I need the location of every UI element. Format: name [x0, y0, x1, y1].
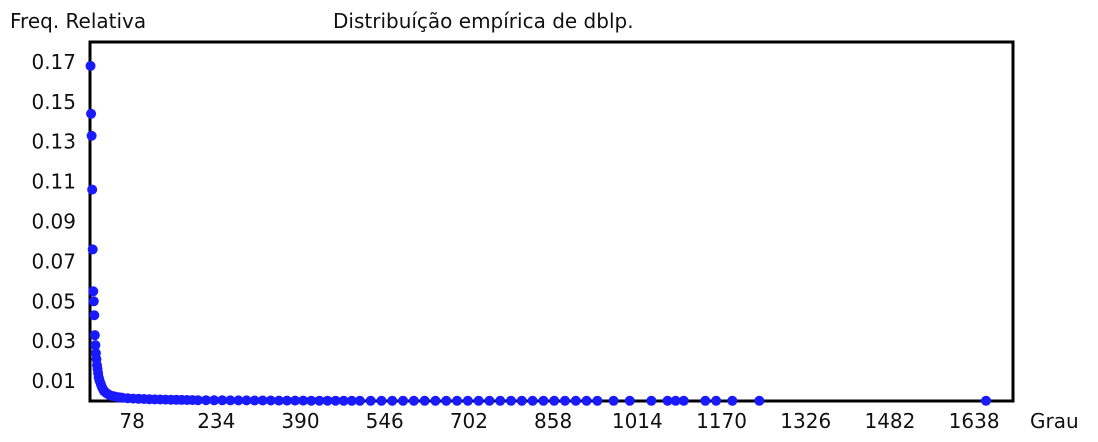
data-point	[233, 395, 244, 406]
data-point	[727, 395, 738, 406]
data-point	[265, 395, 276, 406]
x-axis-ticks: 78 234 390 546 702 858 1014 1170 1326 1482 1638	[119, 409, 999, 433]
data-point	[86, 108, 97, 119]
y-tick-label: 0.05	[31, 289, 76, 313]
chart-title: Distribuíção empírica de dblp.	[333, 9, 634, 33]
data-point	[398, 395, 409, 406]
data-point	[298, 395, 309, 406]
plot-frame	[88, 40, 1015, 403]
data-point	[484, 395, 495, 406]
x-axis-label: Grau	[1030, 409, 1079, 433]
y-tick-label: 0.13	[31, 130, 76, 154]
data-point	[570, 395, 581, 406]
data-point	[290, 395, 301, 406]
data-point	[592, 395, 603, 406]
data-point	[506, 395, 517, 406]
y-axis-ticks: 0.01 0.03 0.05 0.07 0.09 0.11 0.13 0.15 0.17	[31, 50, 76, 393]
data-point	[209, 395, 220, 406]
data-point	[87, 184, 98, 195]
data-point	[387, 395, 398, 406]
data-point	[430, 395, 441, 406]
x-tick-label: 702	[450, 409, 488, 433]
data-point	[662, 395, 673, 406]
data-point	[192, 395, 203, 406]
data-point	[89, 310, 100, 321]
data-point	[608, 395, 619, 406]
data-point	[678, 395, 689, 406]
data-point	[419, 395, 430, 406]
data-point	[241, 395, 252, 406]
y-tick-label: 0.01	[31, 369, 76, 393]
x-tick-label: 1638	[949, 409, 1000, 433]
data-point	[217, 395, 228, 406]
x-tick-label: 1326	[780, 409, 831, 433]
x-tick-label: 858	[534, 409, 572, 433]
data-point	[711, 395, 722, 406]
data-point	[473, 395, 484, 406]
data-point	[273, 395, 284, 406]
data-point	[441, 395, 452, 406]
data-point	[88, 296, 99, 307]
data-point	[549, 395, 560, 406]
data-point	[581, 395, 592, 406]
y-tick-label: 0.03	[31, 329, 76, 353]
data-point	[314, 395, 325, 406]
data-point	[282, 395, 293, 406]
data-point	[516, 395, 527, 406]
data-point	[527, 395, 538, 406]
data-point	[700, 395, 711, 406]
data-point	[89, 330, 100, 341]
x-tick-label: 1482	[864, 409, 915, 433]
x-tick-label: 1170	[696, 409, 747, 433]
data-point	[201, 395, 212, 406]
data-point	[559, 395, 570, 406]
data-points	[85, 60, 992, 406]
y-axis-label: Freq. Relativa	[10, 9, 146, 33]
data-point	[408, 395, 419, 406]
data-point	[495, 395, 506, 406]
data-point	[452, 395, 463, 406]
data-point	[85, 60, 96, 71]
data-point	[90, 340, 101, 351]
data-point	[670, 395, 681, 406]
y-tick-label: 0.09	[31, 210, 76, 234]
x-tick-label: 1014	[612, 409, 663, 433]
data-point	[88, 286, 99, 297]
y-tick-label: 0.17	[31, 50, 76, 74]
data-point	[462, 395, 473, 406]
x-tick-label: 546	[366, 409, 404, 433]
x-tick-label: 234	[197, 409, 235, 433]
y-tick-label: 0.11	[31, 170, 76, 194]
data-point	[646, 395, 657, 406]
data-point	[249, 395, 260, 406]
data-point	[330, 395, 341, 406]
data-point	[538, 395, 549, 406]
y-tick-label: 0.15	[31, 90, 76, 114]
data-point	[87, 244, 98, 255]
data-point	[376, 395, 387, 406]
data-point	[86, 130, 97, 141]
x-tick-label: 78	[119, 409, 144, 433]
data-point	[754, 395, 765, 406]
data-point	[981, 395, 992, 406]
data-point	[306, 395, 317, 406]
data-point	[338, 395, 349, 406]
x-tick-label: 390	[281, 409, 319, 433]
data-point	[257, 395, 268, 406]
data-point	[624, 395, 635, 406]
data-point	[322, 395, 333, 406]
y-tick-label: 0.07	[31, 249, 76, 273]
data-point	[225, 395, 236, 406]
data-point	[354, 395, 365, 406]
data-point	[346, 395, 357, 406]
data-point	[365, 395, 376, 406]
